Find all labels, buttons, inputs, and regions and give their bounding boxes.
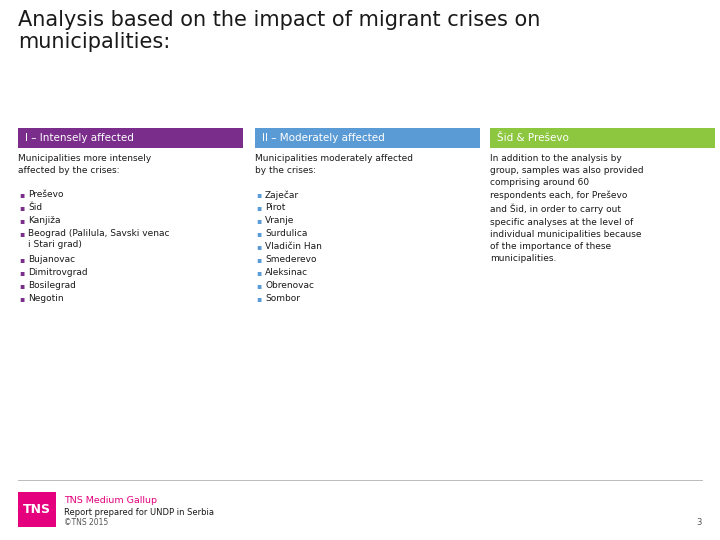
Text: ▪: ▪ bbox=[256, 242, 261, 251]
Bar bbox=[255, 128, 480, 148]
Text: ▪: ▪ bbox=[256, 203, 261, 212]
Text: ▪: ▪ bbox=[19, 190, 24, 199]
Text: Pirot: Pirot bbox=[265, 203, 285, 212]
Text: Municipalities more intensely
affected by the crises:: Municipalities more intensely affected b… bbox=[18, 154, 151, 175]
Text: 3: 3 bbox=[697, 518, 702, 527]
Text: Beograd (Palilula, Savski venac
i Stari grad): Beograd (Palilula, Savski venac i Stari … bbox=[28, 229, 169, 249]
Bar bbox=[18, 128, 243, 148]
Bar bbox=[18, 492, 56, 527]
Text: ▪: ▪ bbox=[19, 216, 24, 225]
Text: Municipalities moderately affected
by the crises:: Municipalities moderately affected by th… bbox=[255, 154, 413, 175]
Text: Aleksinac: Aleksinac bbox=[265, 268, 308, 277]
Bar bbox=[490, 128, 715, 148]
Text: Report prepared for UNDP in Serbia: Report prepared for UNDP in Serbia bbox=[64, 508, 214, 517]
Text: Šid: Šid bbox=[28, 203, 42, 212]
Text: ▪: ▪ bbox=[256, 255, 261, 264]
Text: ▪: ▪ bbox=[256, 216, 261, 225]
Text: ▪: ▪ bbox=[19, 268, 24, 277]
Text: Dimitrovgrad: Dimitrovgrad bbox=[28, 268, 88, 277]
Text: ▪: ▪ bbox=[256, 294, 261, 303]
Text: Šid & Preševo: Šid & Preševo bbox=[497, 133, 569, 143]
Text: ▪: ▪ bbox=[19, 229, 24, 238]
Text: Vranje: Vranje bbox=[265, 216, 294, 225]
Text: Bujanovac: Bujanovac bbox=[28, 255, 75, 264]
Text: Negotin: Negotin bbox=[28, 294, 63, 303]
Text: In addition to the analysis by
group, samples was also provided
comprising aroun: In addition to the analysis by group, sa… bbox=[490, 154, 644, 263]
Text: II – Moderately affected: II – Moderately affected bbox=[262, 133, 384, 143]
Text: ▪: ▪ bbox=[256, 281, 261, 290]
Text: municipalities:: municipalities: bbox=[18, 32, 170, 52]
Text: I – Intensely affected: I – Intensely affected bbox=[25, 133, 134, 143]
Text: ▪: ▪ bbox=[19, 203, 24, 212]
Text: ▪: ▪ bbox=[256, 229, 261, 238]
Text: Sombor: Sombor bbox=[265, 294, 300, 303]
Text: Bosilegrad: Bosilegrad bbox=[28, 281, 76, 290]
Text: Surdulica: Surdulica bbox=[265, 229, 307, 238]
Text: Obrenovac: Obrenovac bbox=[265, 281, 314, 290]
Text: Kanjiža: Kanjiža bbox=[28, 216, 60, 225]
Text: ▪: ▪ bbox=[19, 281, 24, 290]
Text: ©TNS 2015: ©TNS 2015 bbox=[64, 518, 108, 527]
Text: TNS: TNS bbox=[23, 503, 51, 516]
Text: Smederevo: Smederevo bbox=[265, 255, 317, 264]
Text: Zaječar: Zaječar bbox=[265, 190, 299, 199]
Text: Analysis based on the impact of migrant crises on: Analysis based on the impact of migrant … bbox=[18, 10, 541, 30]
Text: TNS Medium Gallup: TNS Medium Gallup bbox=[64, 496, 157, 505]
Text: Vladičin Han: Vladičin Han bbox=[265, 242, 322, 251]
Text: ▪: ▪ bbox=[19, 294, 24, 303]
Text: ▪: ▪ bbox=[256, 190, 261, 199]
Text: ▪: ▪ bbox=[256, 268, 261, 277]
Text: Preševo: Preševo bbox=[28, 190, 63, 199]
Text: ▪: ▪ bbox=[19, 255, 24, 264]
